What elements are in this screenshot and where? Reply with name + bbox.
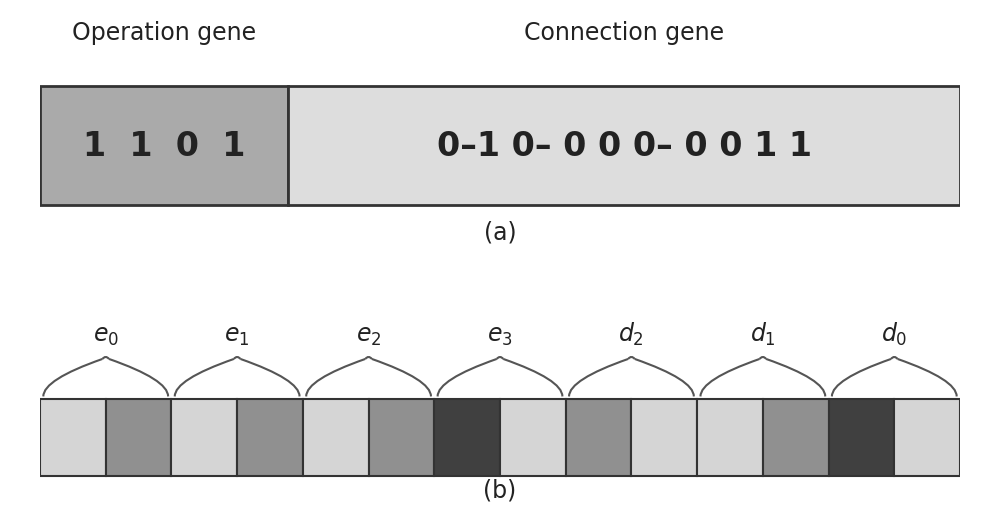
Text: 0–1 0– 0 0 0– 0 0 1 1: 0–1 0– 0 0 0– 0 0 1 1 [437,130,812,163]
Text: $e_0$: $e_0$ [93,325,119,348]
Text: 1  1  0  1: 1 1 0 1 [83,130,245,163]
Text: $d_1$: $d_1$ [750,321,776,348]
Bar [40,399,106,476]
Text: $e_2$: $e_2$ [356,325,381,348]
Bar [40,87,288,206]
Bar [288,87,960,206]
Bar [369,399,434,476]
Text: $d_2$: $d_2$ [618,321,644,348]
Bar [894,399,960,476]
Bar [566,399,631,476]
Bar [171,399,237,476]
Text: $d_0$: $d_0$ [881,321,908,348]
Text: (a): (a) [484,220,516,244]
Text: Connection gene: Connection gene [524,21,724,45]
Bar [434,399,500,476]
Bar [303,399,369,476]
Text: $e_1$: $e_1$ [224,325,250,348]
Bar [237,399,303,476]
Text: Operation gene: Operation gene [72,21,256,45]
Bar [631,399,697,476]
Text: $e_3$: $e_3$ [487,325,513,348]
Bar [500,399,566,476]
Bar [106,399,171,476]
Text: (b): (b) [483,477,517,501]
Bar [829,399,894,476]
Bar [697,399,763,476]
Bar [763,399,829,476]
